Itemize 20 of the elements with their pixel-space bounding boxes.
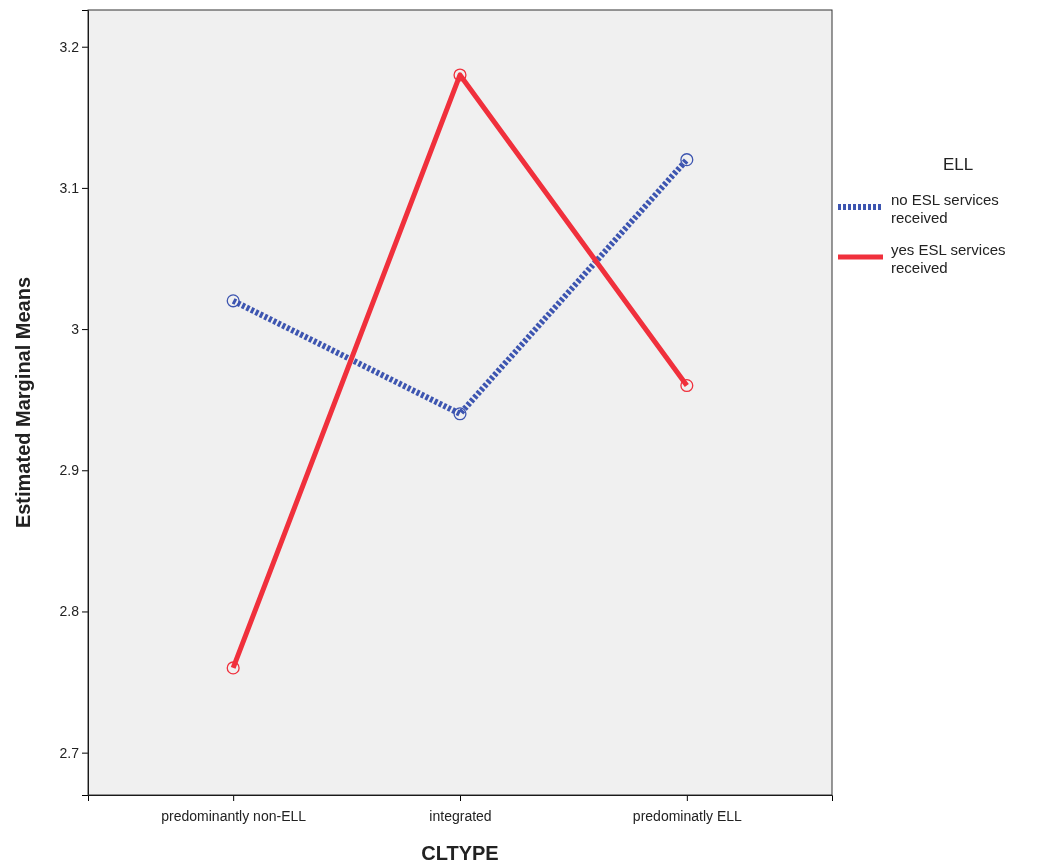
legend-title: ELL bbox=[942, 155, 974, 174]
y-tick-label: 2.8 bbox=[59, 603, 80, 620]
y-tick-label: 3.2 bbox=[59, 38, 80, 55]
x-tick-label: predominantly non-ELL bbox=[161, 807, 307, 824]
point bbox=[680, 153, 694, 167]
legend-label: no ESL services received bbox=[891, 191, 999, 226]
point bbox=[680, 379, 694, 393]
x-tick-label: predominatly ELL bbox=[632, 807, 743, 824]
y-axis-title: Estimated Marginal Means bbox=[12, 276, 34, 529]
y-tick-label: 2.7 bbox=[59, 744, 80, 761]
x-axis-title: CLTYPE bbox=[421, 842, 499, 864]
point bbox=[226, 661, 240, 675]
y-tick-label: 2.9 bbox=[59, 462, 80, 479]
point bbox=[453, 407, 467, 421]
y-tick-label: 3.1 bbox=[59, 179, 80, 196]
point bbox=[226, 294, 240, 308]
legend-label: yes ESL services received bbox=[891, 241, 1006, 276]
x-tick-label: integrated bbox=[429, 807, 492, 824]
point bbox=[453, 68, 467, 82]
y-tick-label: 3 bbox=[71, 321, 80, 338]
